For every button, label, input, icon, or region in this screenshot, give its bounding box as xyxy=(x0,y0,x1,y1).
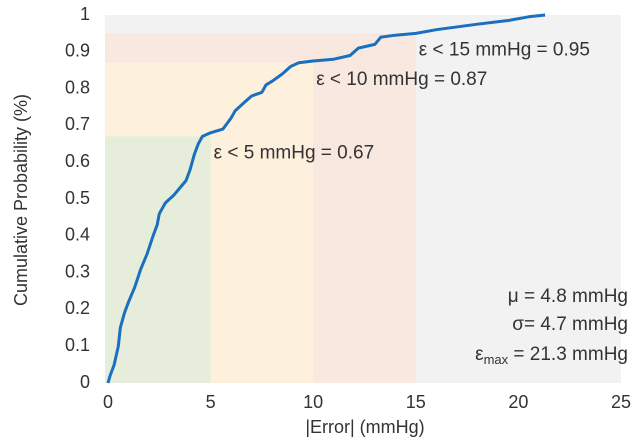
stat-label: σ= 4.7 mmHg xyxy=(512,314,628,335)
region-label: ε < 5 mmHg = 0.67 xyxy=(214,142,375,163)
cdf-line xyxy=(106,13,546,384)
x-tick-label: 0 xyxy=(103,392,113,412)
x-tick-label: 20 xyxy=(508,392,528,412)
x-tick-label: 5 xyxy=(206,392,216,412)
y-tick-label: 0.6 xyxy=(65,151,90,171)
y-tick-label: 0.7 xyxy=(65,114,90,134)
y-tick-label: 0.1 xyxy=(65,335,90,355)
y-tick-label: 0.4 xyxy=(65,225,90,245)
y-axis-title: Cumulative Probability (%) xyxy=(11,94,31,306)
y-tick-label: 0.9 xyxy=(65,41,90,61)
y-tick-label: 0 xyxy=(80,372,90,392)
x-tick-label: 15 xyxy=(406,392,426,412)
y-tick-label: 0.3 xyxy=(65,261,90,281)
y-tick-label: 0.2 xyxy=(65,298,90,318)
x-axis-title: |Error| (mmHg) xyxy=(305,417,424,437)
stat-text: = 21.3 mmHg xyxy=(508,344,628,365)
y-tick-label: 0.8 xyxy=(65,77,90,97)
y-tick-label: 1 xyxy=(80,4,90,24)
stat-subscript: max xyxy=(484,352,509,367)
stat-label: μ = 4.8 mmHg xyxy=(508,286,628,307)
stat-symbol: ε xyxy=(475,344,484,365)
y-tick-label: 0.5 xyxy=(65,188,90,208)
threshold-region xyxy=(105,136,211,383)
x-tick-label: 10 xyxy=(303,392,323,412)
x-tick-label: 25 xyxy=(611,392,631,412)
stat-label: εmax = 21.3 mmHg xyxy=(475,344,628,367)
region-label: ε < 10 mmHg = 0.87 xyxy=(316,69,487,90)
region-label: ε < 15 mmHg = 0.95 xyxy=(419,39,590,60)
